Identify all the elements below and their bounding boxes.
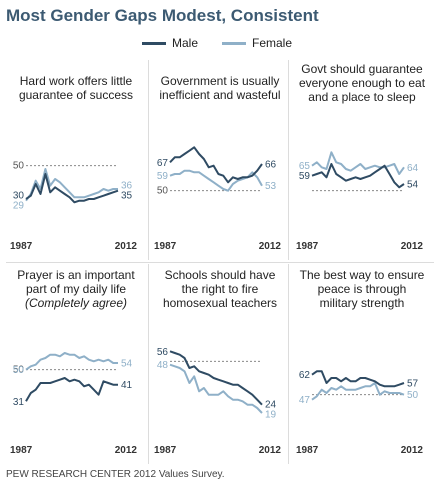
- end-value-label-female: 19: [265, 409, 277, 420]
- x-tick-label: 1987: [10, 445, 33, 456]
- series-line-male: [311, 370, 405, 388]
- x-tick-label: 2012: [259, 445, 282, 456]
- series-line-female: [169, 169, 263, 192]
- x-tick-label: 1987: [10, 241, 33, 252]
- chart-panel-schools: Schools should have the right to fire ho…: [150, 266, 290, 478]
- x-tick-label: 2012: [401, 241, 424, 252]
- series-line-male: [169, 146, 263, 184]
- legend-item-male: Male: [142, 36, 198, 50]
- start-value-label-female: 65: [299, 161, 311, 172]
- chart-panel-military: The best way to ensure peace is through …: [292, 266, 432, 478]
- end-value-label-male: 57: [407, 379, 419, 390]
- panel-title-line: military strength: [319, 296, 405, 310]
- divider-vertical: [288, 60, 289, 260]
- x-tick-label: 2012: [401, 445, 424, 456]
- series-line-male: [311, 163, 405, 189]
- x-tick-label: 1987: [154, 241, 177, 252]
- start-value-label-female: 48: [157, 360, 169, 371]
- panel-subtitle: (Completely agree): [24, 296, 128, 310]
- series-line-male: [25, 173, 119, 204]
- end-value-label-female: 50: [407, 390, 419, 401]
- start-value-label-male: 56: [157, 347, 169, 358]
- chart-panel-govt-guarantee: Govt should guarantee everyone enough to…: [292, 62, 432, 274]
- legend-swatch-male: [142, 41, 166, 45]
- panel-title-line: peace is through: [317, 282, 407, 296]
- series-line-female: [25, 168, 118, 202]
- panel-title-line: and a place to sleep: [308, 90, 416, 104]
- end-value-label-male: 35: [121, 190, 133, 201]
- panel-title-line: homosexual teachers: [162, 296, 278, 310]
- reference-label: 50: [13, 161, 25, 172]
- series-line-female: [169, 363, 263, 414]
- panel-title-line: Prayer is an important: [17, 268, 135, 282]
- start-value-label-male: 30: [13, 190, 25, 201]
- series-line-male: [25, 377, 118, 402]
- end-value-label-male: 24: [265, 399, 277, 410]
- footer-source: PEW RESEARCH CENTER 2012 Values Survey.: [6, 469, 225, 480]
- series-line-female: [311, 151, 405, 175]
- panel-title-line: guarantee of success: [18, 88, 134, 102]
- end-value-label-female: 36: [121, 180, 133, 191]
- panel-title-line: Hard work offers little: [19, 74, 133, 88]
- legend-label-female: Female: [252, 36, 293, 50]
- start-value-label-female: 47: [299, 395, 311, 406]
- end-value-label-male: 54: [407, 180, 419, 191]
- page-title: Most Gender Gaps Modest, Consistent: [6, 6, 319, 25]
- start-value-label-male: 62: [299, 370, 311, 381]
- panel-title: Schools should have the right to fire ho…: [150, 268, 290, 310]
- series-line-female: [25, 352, 118, 371]
- end-value-label-female: 53: [265, 181, 277, 192]
- start-value-label-female: 50: [13, 365, 25, 376]
- divider-vertical: [148, 60, 149, 260]
- x-tick-label: 2012: [115, 241, 138, 252]
- legend-item-female: Female: [222, 36, 292, 50]
- panel-title: Government is usually inefficient and wa…: [150, 74, 290, 102]
- panel-title-line: everyone enough to eat: [298, 76, 426, 90]
- panel-title: Govt should guarantee everyone enough to…: [292, 62, 432, 104]
- panel-title-line: Schools should have: [164, 268, 276, 282]
- reference-label: 50: [157, 186, 169, 197]
- x-tick-label: 1987: [154, 445, 177, 456]
- divider-horizontal: [6, 262, 434, 263]
- start-value-label-male: 59: [299, 171, 311, 182]
- chart-panel-prayer: Prayer is an important part of my daily …: [6, 266, 146, 478]
- panel-title-line: The best way to ensure: [299, 268, 425, 282]
- x-tick-label: 1987: [296, 241, 319, 252]
- reference-label: 50: [13, 365, 25, 376]
- panel-title: Prayer is an important part of my daily …: [6, 268, 146, 310]
- divider-vertical: [288, 264, 289, 464]
- panel-title-line: inefficient and wasteful: [159, 88, 281, 102]
- legend: Male Female: [0, 36, 440, 52]
- end-value-label-female: 64: [407, 163, 419, 174]
- panel-title: The best way to ensure peace is through …: [292, 268, 432, 310]
- end-value-label-male: 66: [265, 160, 277, 171]
- panel-title-line: part of my daily life: [25, 282, 127, 296]
- legend-swatch-female: [222, 41, 246, 45]
- line-chart: 50 67 59 66 53 1987 2012: [154, 146, 282, 252]
- x-tick-label: 2012: [259, 241, 282, 252]
- end-value-label-female: 54: [121, 359, 133, 370]
- panel-title: Hard work offers little guarantee of suc…: [6, 74, 146, 102]
- start-value-label-female: 29: [13, 200, 25, 211]
- panel-title-line: the right to fire: [181, 282, 259, 296]
- start-value-label-male: 67: [157, 158, 169, 169]
- chart-panel-government: Government is usually inefficient and wa…: [150, 62, 290, 274]
- series-line-female: [311, 382, 405, 401]
- x-tick-label: 1987: [296, 445, 319, 456]
- panel-title-line: Govt should guarantee: [301, 62, 423, 76]
- start-value-label-male: 31: [13, 397, 25, 408]
- start-value-label-female: 59: [157, 171, 169, 182]
- chart-panel-hard-work: Hard work offers little guarantee of suc…: [6, 62, 146, 274]
- end-value-label-male: 41: [121, 380, 133, 391]
- divider-vertical: [148, 264, 149, 464]
- legend-label-male: Male: [172, 36, 199, 50]
- series-line-male: [169, 350, 263, 406]
- x-tick-label: 2012: [115, 445, 138, 456]
- panel-title-line: Government is usually: [160, 74, 280, 88]
